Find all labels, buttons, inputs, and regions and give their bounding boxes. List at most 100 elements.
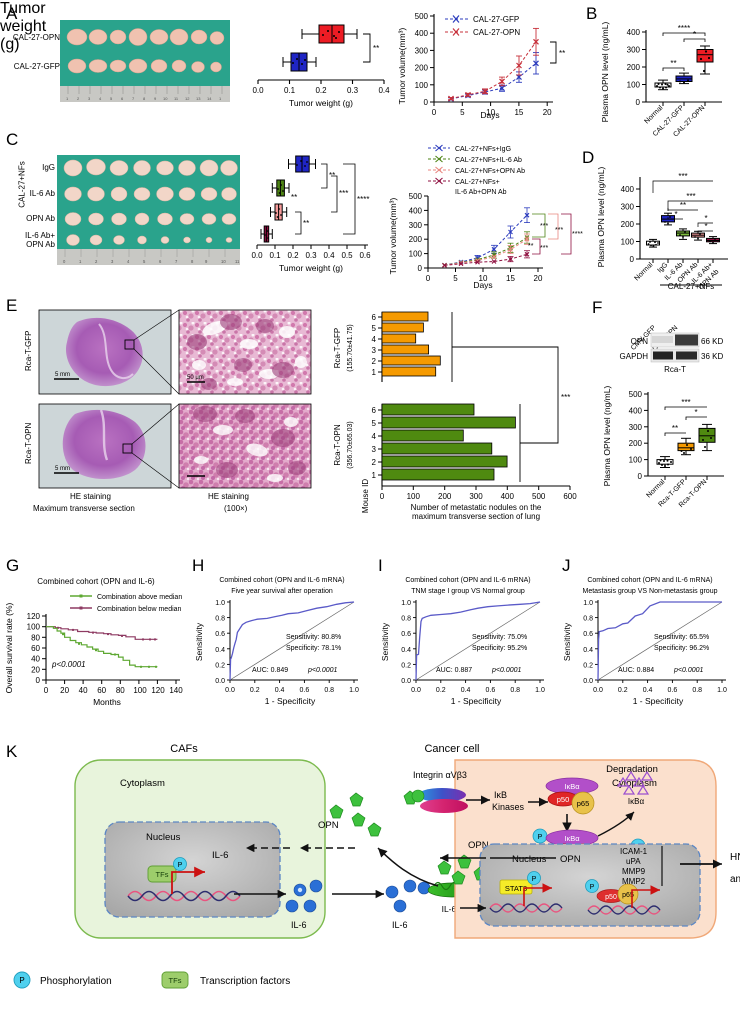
svg-text:MMP9: MMP9 xyxy=(622,867,646,876)
panel-label-g: G xyxy=(6,556,20,575)
svg-text:**: ** xyxy=(680,201,686,210)
panel-d-boxplot: Plasma OPN level (ng/mL) 0 100 200 300 400 xyxy=(596,155,740,291)
svg-text:P: P xyxy=(538,834,543,841)
svg-text:0.6: 0.6 xyxy=(215,631,225,638)
k-cancer-title: Cancer cell xyxy=(424,743,479,755)
svg-text:0.6: 0.6 xyxy=(401,631,411,638)
svg-text:Days: Days xyxy=(480,110,499,120)
svg-text:CAL-27+NFs+: CAL-27+NFs+ xyxy=(455,179,500,186)
svg-text:*: * xyxy=(674,210,677,219)
svg-text:3: 3 xyxy=(372,445,377,454)
panel-label-h: H xyxy=(192,556,205,575)
svg-text:100: 100 xyxy=(409,250,423,259)
svg-text:0.0: 0.0 xyxy=(215,678,225,685)
svg-text:Tumor volume(mm³): Tumor volume(mm³) xyxy=(388,198,398,275)
k-degradation: Degradation xyxy=(606,764,658,775)
k-cancer-il6-mid: IL-6 xyxy=(392,920,408,930)
svg-text:2: 2 xyxy=(95,259,98,264)
svg-text:10: 10 xyxy=(486,108,495,117)
panel-b-boxplot: Plasma OPN level (ng/mL) 0 100 200 300 400 xyxy=(600,14,740,139)
svg-text:IL-6 Ab+OPN Ab: IL-6 Ab+OPN Ab xyxy=(455,189,507,196)
svg-text:200: 200 xyxy=(621,220,635,229)
svg-text:1: 1 xyxy=(79,259,82,264)
svg-text:GAPDH: GAPDH xyxy=(620,352,649,361)
k-ikb-kinases-1: IκB xyxy=(494,790,507,800)
svg-text:CAL-27+NFs+IL-6 Ab: CAL-27+NFs+IL-6 Ab xyxy=(455,157,522,164)
svg-text:**: ** xyxy=(373,44,379,53)
svg-text:500: 500 xyxy=(629,390,643,399)
svg-text:14: 14 xyxy=(207,96,212,101)
svg-text:2: 2 xyxy=(77,96,80,101)
svg-text:0.4: 0.4 xyxy=(275,687,285,694)
svg-text:2: 2 xyxy=(372,458,377,467)
k-outcome-2: and proliferation xyxy=(730,874,740,885)
svg-text:3: 3 xyxy=(88,96,91,101)
k-ikba-2: IκBα xyxy=(564,834,580,843)
svg-text:120: 120 xyxy=(27,612,41,621)
svg-text:***: *** xyxy=(540,223,548,230)
svg-text:0.8: 0.8 xyxy=(692,687,702,694)
svg-text:**: ** xyxy=(528,243,534,250)
svg-text:(356.70±65.03): (356.70±65.03) xyxy=(347,421,354,468)
svg-text:200: 200 xyxy=(438,492,452,501)
svg-text:1 - Specificity: 1 - Specificity xyxy=(633,696,684,706)
panel-i-specificity: Specificity: 95.2% xyxy=(472,645,527,652)
svg-text:0.4: 0.4 xyxy=(583,647,593,654)
svg-text:0.0: 0.0 xyxy=(225,687,235,694)
svg-text:1.0: 1.0 xyxy=(717,687,727,694)
svg-text:***: *** xyxy=(678,172,687,181)
svg-text:0.8: 0.8 xyxy=(324,687,334,694)
panel-i-title-2: TNM stage I group VS Normal group xyxy=(411,588,525,595)
svg-text:**: ** xyxy=(559,49,565,58)
svg-text:0: 0 xyxy=(44,686,49,695)
svg-text:0.2: 0.2 xyxy=(583,662,593,669)
svg-text:Number of metastatic nodules o: Number of metastatic nodules on the xyxy=(411,503,542,512)
svg-text:0.8: 0.8 xyxy=(401,616,411,623)
panel-c-group-label: CAL-27+NFs xyxy=(17,161,27,208)
svg-text:Sensitivity: Sensitivity xyxy=(380,622,390,661)
svg-text:5: 5 xyxy=(110,96,113,101)
svg-text:15: 15 xyxy=(514,108,523,117)
svg-text:1: 1 xyxy=(219,96,222,101)
svg-text:0.5: 0.5 xyxy=(341,251,353,260)
svg-text:Tumor weight (g): Tumor weight (g) xyxy=(279,263,343,273)
svg-text:1: 1 xyxy=(372,471,377,480)
svg-text:20: 20 xyxy=(543,108,552,117)
svg-text:200: 200 xyxy=(409,235,423,244)
svg-text:***: *** xyxy=(339,189,348,198)
svg-text:*: * xyxy=(694,408,697,417)
panel-j-pvalue: p<0.0001 xyxy=(673,667,703,674)
svg-text:uPA: uPA xyxy=(626,857,641,866)
svg-text:Mouse ID: Mouse ID xyxy=(361,479,370,513)
k-legend-phospho: Phosphorylation xyxy=(40,976,112,987)
k-p65-4: p65 xyxy=(622,892,634,899)
panel-j-roc-chart: Combined cohort (OPN and IL-6 mRNA) Meta… xyxy=(558,572,740,706)
svg-text:Tumor volume(mm³): Tumor volume(mm³) xyxy=(397,28,407,105)
svg-text:****: **** xyxy=(357,195,369,204)
svg-text:7: 7 xyxy=(132,96,135,101)
svg-text:0.3: 0.3 xyxy=(305,251,317,260)
panel-i-auc: AUC: 0.887 xyxy=(436,667,472,674)
svg-text:400: 400 xyxy=(501,492,515,501)
panel-e-caption-4: (100×) xyxy=(224,504,248,513)
svg-text:**: ** xyxy=(291,193,297,202)
svg-text:1.0: 1.0 xyxy=(215,600,225,607)
k-caf-title: CAFs xyxy=(170,743,198,755)
panel-h-title-1: Combined cohort (OPN and IL-6 mRNA) xyxy=(219,577,344,584)
svg-text:2: 2 xyxy=(372,357,377,366)
svg-text:400: 400 xyxy=(629,406,643,415)
svg-text:8: 8 xyxy=(191,259,194,264)
svg-text:20: 20 xyxy=(31,665,40,674)
svg-text:4: 4 xyxy=(372,335,377,344)
svg-text:400: 400 xyxy=(409,206,423,215)
k-caf-tf: TFs xyxy=(156,870,169,879)
k-opn-nuc: OPN xyxy=(560,854,581,865)
k-ikba-3: IκBα xyxy=(628,797,645,806)
svg-text:60: 60 xyxy=(31,644,40,653)
k-integrin: Integrin αVβ3 xyxy=(413,770,467,780)
svg-text:ICAM-1: ICAM-1 xyxy=(620,847,648,856)
svg-text:0: 0 xyxy=(638,472,643,481)
panel-h-title-2: Five year survival after operation xyxy=(231,588,333,595)
svg-text:0.0: 0.0 xyxy=(411,687,421,694)
